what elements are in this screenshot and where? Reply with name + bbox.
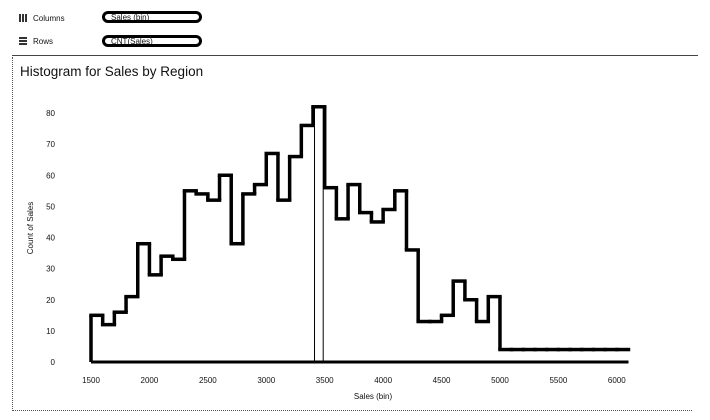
y-tick-label: 40 bbox=[46, 234, 55, 243]
columns-label: Columns bbox=[33, 13, 65, 23]
y-tick-label: 50 bbox=[46, 202, 55, 211]
x-axis-title: Sales (bin) bbox=[354, 392, 393, 401]
rows-label: Rows bbox=[33, 36, 54, 46]
y-tick-label: 20 bbox=[46, 296, 55, 305]
viz-pane bbox=[12, 57, 692, 411]
x-tick-label: 4500 bbox=[433, 376, 451, 385]
x-tick-label: 5500 bbox=[549, 376, 567, 385]
x-tick-label: 1500 bbox=[82, 376, 100, 385]
x-tick-label: 3000 bbox=[257, 376, 275, 385]
columns-icon bbox=[19, 14, 27, 22]
columns-pill-sales-bin[interactable]: Sales (bin) bbox=[102, 11, 202, 23]
x-tick-label: 5000 bbox=[491, 376, 509, 385]
shelf-divider bbox=[12, 55, 698, 56]
x-tick-label: 4000 bbox=[374, 376, 392, 385]
rows-pill-cnt-sales[interactable]: CNT(Sales) bbox=[102, 35, 202, 47]
x-tick-label: 3500 bbox=[316, 376, 334, 385]
highlighted-bin-outline bbox=[314, 106, 324, 363]
chart-title: Histogram for Sales by Region bbox=[20, 64, 204, 79]
rows-icon bbox=[19, 37, 27, 45]
y-tick-label: 0 bbox=[51, 358, 56, 367]
x-tick-label: 2500 bbox=[199, 376, 217, 385]
y-tick-label: 30 bbox=[46, 265, 55, 274]
y-axis-title: Count of Sales bbox=[26, 202, 35, 254]
rows-shelf: Rows bbox=[18, 33, 103, 49]
y-tick-label: 10 bbox=[46, 327, 55, 336]
y-tick-label: 70 bbox=[46, 140, 55, 149]
x-tick-label: 2000 bbox=[141, 376, 159, 385]
x-tick-label: 6000 bbox=[608, 376, 626, 385]
y-tick-label: 80 bbox=[46, 109, 55, 118]
columns-shelf: Columns bbox=[18, 10, 103, 26]
y-tick-label: 60 bbox=[46, 171, 55, 180]
